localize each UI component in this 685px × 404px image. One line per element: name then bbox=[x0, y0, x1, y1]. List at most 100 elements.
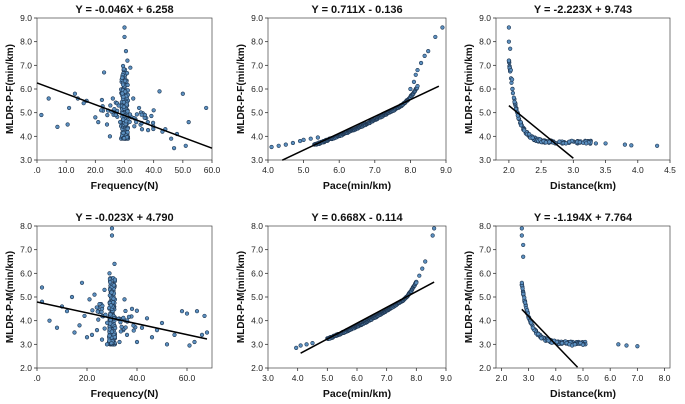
data-point bbox=[603, 141, 608, 146]
x-tick-label: .0 bbox=[33, 165, 40, 175]
data-point bbox=[635, 344, 640, 349]
data-point bbox=[546, 338, 551, 343]
data-point bbox=[440, 25, 445, 30]
data-point bbox=[119, 324, 124, 329]
data-point bbox=[121, 315, 126, 321]
y-axis-label: MLDR-P-F(min/km) bbox=[236, 44, 247, 134]
data-point bbox=[87, 297, 92, 302]
data-point bbox=[577, 140, 582, 145]
x-axis-label: Distance(km) bbox=[550, 388, 616, 400]
data-point bbox=[104, 320, 110, 325]
data-point bbox=[112, 107, 117, 112]
data-point bbox=[39, 285, 45, 290]
data-point bbox=[204, 105, 209, 111]
data-point bbox=[169, 136, 174, 141]
data-point bbox=[107, 338, 112, 343]
data-point bbox=[124, 332, 130, 337]
data-point bbox=[109, 329, 115, 334]
x-tick-label: 7.0 bbox=[369, 165, 381, 175]
data-point bbox=[139, 325, 145, 330]
data-point bbox=[107, 134, 113, 139]
data-point bbox=[304, 342, 309, 347]
data-point bbox=[64, 309, 70, 314]
data-point bbox=[69, 294, 75, 300]
data-point bbox=[522, 295, 527, 300]
data-point bbox=[521, 242, 526, 248]
data-point bbox=[159, 320, 165, 326]
data-point bbox=[149, 335, 155, 340]
data-point bbox=[426, 49, 431, 54]
data-point bbox=[121, 104, 127, 109]
data-point bbox=[506, 25, 511, 30]
data-point bbox=[430, 233, 435, 238]
x-axis-label: Pace(min/km) bbox=[323, 388, 391, 400]
data-point bbox=[112, 261, 117, 266]
x-tick-label: 4.0 bbox=[550, 373, 562, 383]
data-point bbox=[134, 308, 139, 313]
data-point bbox=[110, 96, 115, 101]
data-point bbox=[92, 292, 97, 297]
data-point bbox=[118, 120, 123, 125]
x-tick-label: 2.5 bbox=[535, 165, 547, 175]
regression-line bbox=[281, 85, 440, 161]
data-point bbox=[79, 280, 85, 285]
data-point bbox=[622, 142, 627, 147]
plot-frame bbox=[36, 225, 213, 369]
data-point bbox=[113, 325, 118, 331]
y-tick-label: 3.0 bbox=[20, 155, 32, 165]
y-tick-label: 5.0 bbox=[479, 292, 491, 302]
data-point bbox=[616, 342, 621, 347]
plot-frame bbox=[495, 17, 671, 161]
chart-title: Y = -0.046X + 6.258 bbox=[75, 4, 173, 16]
data-point bbox=[125, 58, 130, 63]
data-point bbox=[107, 333, 112, 338]
data-point bbox=[179, 309, 185, 314]
data-point bbox=[125, 126, 130, 131]
data-point bbox=[131, 323, 136, 328]
x-tick-label: 10.0 bbox=[58, 165, 75, 175]
y-tick-label: 3.0 bbox=[20, 339, 32, 349]
x-axis-label: Frequency(N) bbox=[91, 388, 159, 400]
y-axis-label: MLDR-P-F(min/km) bbox=[464, 44, 475, 134]
data-point bbox=[411, 79, 417, 84]
x-tick-label: 60.0 bbox=[179, 373, 196, 383]
y-axis-label: MLDR-P-M(min/km) bbox=[464, 251, 475, 343]
data-point bbox=[54, 325, 60, 330]
data-point bbox=[567, 139, 572, 144]
data-point bbox=[111, 296, 116, 301]
chart-panel-1: Y = -0.046X + 6.258 3.0 4.0 5.0 6.0 7.0 8.0 9.0… bbox=[5, 4, 221, 192]
y-tick-label: 7.0 bbox=[251, 60, 263, 70]
data-point bbox=[121, 130, 126, 136]
data-point bbox=[89, 332, 95, 337]
data-point bbox=[94, 328, 100, 333]
data-point bbox=[104, 122, 110, 127]
data-point bbox=[629, 143, 634, 148]
data-point bbox=[511, 95, 516, 100]
y-tick-label: 4.0 bbox=[251, 131, 263, 141]
data-point bbox=[101, 70, 107, 75]
data-point bbox=[120, 63, 126, 69]
data-point bbox=[134, 339, 140, 345]
data-point bbox=[120, 75, 125, 80]
y-tick-label: 2.0 bbox=[479, 363, 491, 373]
y-tick-label: 7.0 bbox=[20, 245, 32, 255]
data-point bbox=[509, 80, 514, 85]
data-point bbox=[95, 309, 100, 314]
data-point bbox=[99, 97, 105, 103]
x-tick-label: 4.5 bbox=[664, 165, 676, 175]
data-point bbox=[524, 308, 530, 313]
x-tick-label: 5.0 bbox=[298, 165, 310, 175]
data-point bbox=[151, 108, 156, 113]
y-tick-label: 2.0 bbox=[251, 363, 263, 373]
x-tick-label: 50.0 bbox=[175, 165, 192, 175]
data-point bbox=[105, 113, 110, 118]
x-tick-label: 8.0 bbox=[410, 373, 422, 383]
y-tick-label: 8.0 bbox=[20, 37, 32, 47]
data-point bbox=[122, 136, 127, 141]
data-point bbox=[66, 105, 72, 111]
y-tick-label: 8.0 bbox=[479, 37, 491, 47]
chart-panel-3: Y = -2.223X + 9.743 3.0 4.0 5.0 6.0 7.0 8.0 9.0… bbox=[464, 4, 676, 192]
data-point bbox=[122, 78, 128, 83]
data-point bbox=[171, 146, 177, 151]
y-tick-label: 6.0 bbox=[20, 268, 32, 278]
